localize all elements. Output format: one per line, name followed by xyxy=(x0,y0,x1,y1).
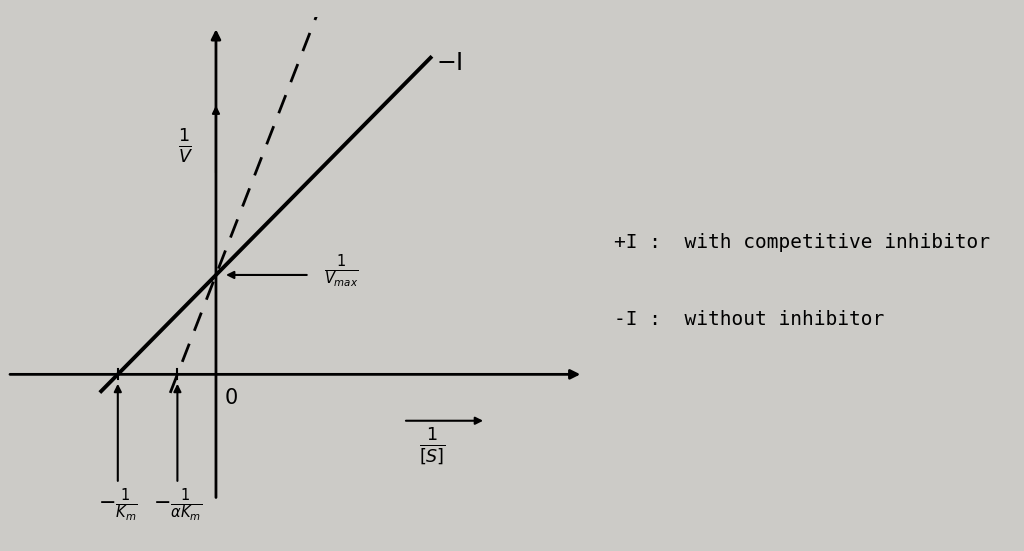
Text: 0: 0 xyxy=(225,387,239,408)
Text: -I :  without inhibitor: -I : without inhibitor xyxy=(614,310,885,329)
Text: $\frac{1}{[S]}$: $\frac{1}{[S]}$ xyxy=(419,427,445,467)
Text: +I :  with competitive inhibitor: +I : with competitive inhibitor xyxy=(614,233,990,252)
Text: $\frac{1}{V}$: $\frac{1}{V}$ xyxy=(178,127,193,165)
Text: $-$I: $-$I xyxy=(435,51,462,75)
Text: $-\frac{1}{\alpha K_m}$: $-\frac{1}{\alpha K_m}$ xyxy=(153,487,202,524)
Text: $\frac{1}{V_{max}}$: $\frac{1}{V_{max}}$ xyxy=(324,253,358,290)
Text: $-\frac{1}{K_m}$: $-\frac{1}{K_m}$ xyxy=(98,487,137,524)
